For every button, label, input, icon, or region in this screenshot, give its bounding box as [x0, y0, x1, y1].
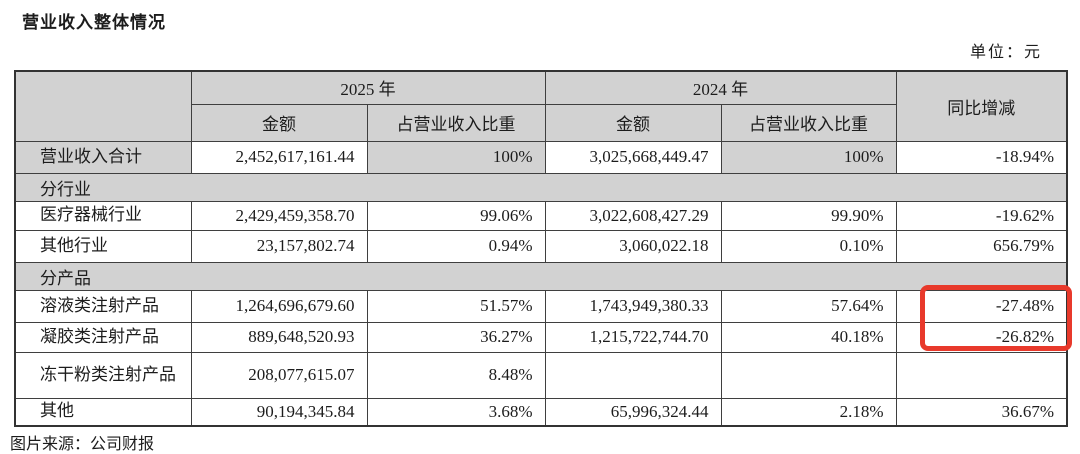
cell-p2025: 0.94% [366, 229, 546, 263]
row-label: 其他行业 [14, 229, 192, 263]
cell-a2024: 65,996,324.44 [544, 397, 722, 427]
cell-a2025: 2,452,617,161.44 [190, 140, 368, 174]
table-row: 其他 90,194,345.84 3.68% 65,996,324.44 2.18% 36… [14, 397, 1068, 427]
section-row: 分行业 [14, 172, 1068, 202]
header-yoy: 同比增减 [895, 70, 1068, 142]
cell-p2025: 100% [366, 140, 546, 174]
cell-a2025: 1,264,696,679.60 [190, 289, 368, 323]
header-share-2025: 占营业收入比重 [366, 103, 546, 142]
cell-p2025: 51.57% [366, 289, 546, 323]
cell-a2024 [544, 351, 722, 399]
cell-yoy: 36.67% [895, 397, 1068, 427]
cell-p2025: 8.48% [366, 351, 546, 399]
section-label: 分产品 [14, 261, 1068, 291]
cell-a2025: 23,157,802.74 [190, 229, 368, 263]
row-label: 冻干粉类注射产品 [14, 351, 192, 399]
corner-cell [14, 70, 192, 142]
row-label: 其他 [14, 397, 192, 427]
cell-yoy: 656.79% [895, 229, 1068, 263]
table-header: 2025 年 2024 年 同比增减 金额 占营业收入比重 金额 占营业收入比重 [14, 70, 1068, 142]
cell-p2025: 3.68% [366, 397, 546, 427]
header-row-measures: 金额 占营业收入比重 金额 占营业收入比重 [15, 103, 1067, 142]
cell-yoy: -26.82% [895, 321, 1068, 353]
cell-p2024: 40.18% [720, 321, 897, 353]
row-label: 医疗器械行业 [14, 200, 192, 231]
cell-p2024: 57.64% [720, 289, 897, 323]
cell-a2024: 3,022,608,427.29 [544, 200, 722, 231]
header-2024: 2024 年 [544, 70, 897, 105]
image-source-caption: 图片来源：公司财报 [10, 436, 155, 453]
cell-a2025: 2,429,459,358.70 [190, 200, 368, 231]
table-row: 冻干粉类注射产品 208,077,615.07 8.48% [14, 351, 1068, 399]
cell-p2024: 2.18% [720, 397, 897, 427]
header-row-years: 2025 年 2024 年 同比增减 [14, 70, 1068, 142]
cell-a2025: 208,077,615.07 [190, 351, 368, 399]
row-label: 溶液类注射产品 [14, 289, 192, 323]
table-row: 营业收入合计 2,452,617,161.44 100% 3,025,668,449.… [14, 140, 1068, 174]
cell-yoy: -18.94% [895, 140, 1068, 174]
table-row: 凝胶类注射产品 889,648,520.93 36.27% 1,215,722,744… [14, 321, 1068, 353]
cell-a2025: 889,648,520.93 [190, 321, 368, 353]
revenue-table-wrap: 2025 年 2024 年 同比增减 金额 占营业收入比重 金额 占营业收入比重… [14, 70, 1072, 427]
cell-a2024: 3,060,022.18 [544, 229, 722, 263]
cell-a2024: 3,025,668,449.47 [544, 140, 722, 174]
cell-p2025: 99.06% [366, 200, 546, 231]
cell-a2025: 90,194,345.84 [190, 397, 368, 427]
table-row: 其他行业 23,157,802.74 0.94% 3,060,022.18 0.10% 6… [14, 229, 1068, 263]
row-label: 营业收入合计 [14, 140, 192, 174]
section-row: 分产品 [14, 261, 1068, 291]
unit-label: 单位：元 [969, 44, 1042, 61]
cell-a2024: 1,743,949,380.33 [544, 289, 722, 323]
cell-a2024: 1,215,722,744.70 [544, 321, 722, 353]
cell-yoy: -27.48% [895, 289, 1068, 323]
cell-yoy [895, 351, 1068, 399]
revenue-table: 2025 年 2024 年 同比增减 金额 占营业收入比重 金额 占营业收入比重… [14, 70, 1068, 427]
row-label: 凝胶类注射产品 [14, 321, 192, 353]
table-row: 医疗器械行业 2,429,459,358.70 99.06% 3,022,608,42… [14, 200, 1068, 231]
cell-yoy: -19.62% [895, 200, 1068, 231]
page-title: 营业收入整体情况 [22, 13, 166, 32]
cell-p2025: 36.27% [366, 321, 546, 353]
section-label: 分行业 [14, 172, 1068, 202]
header-amount-2025: 金额 [190, 103, 368, 142]
table-body: 营业收入合计 2,452,617,161.44 100% 3,025,668,449.… [14, 140, 1068, 427]
header-amount-2024: 金额 [544, 103, 722, 142]
cell-p2024: 0.10% [720, 229, 897, 263]
header-2025: 2025 年 [190, 70, 546, 105]
header-share-2024: 占营业收入比重 [720, 103, 897, 142]
table-row: 溶液类注射产品 1,264,696,679.60 51.57% 1,743,949,3… [14, 289, 1068, 323]
cell-p2024: 100% [720, 140, 897, 174]
cell-p2024: 99.90% [720, 200, 897, 231]
cell-p2024 [720, 351, 897, 399]
